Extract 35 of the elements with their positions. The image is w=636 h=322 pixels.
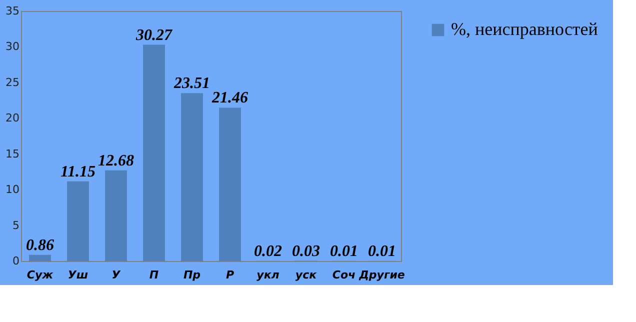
bar <box>29 254 51 261</box>
x-tick-label: Уш <box>68 268 88 282</box>
bar <box>67 181 89 261</box>
y-tick-label: 35 <box>6 4 20 18</box>
bar <box>143 44 165 261</box>
data-label: 0.02 <box>254 242 282 260</box>
y-tick-label: 5 <box>12 218 20 232</box>
x-tick-label: Пр <box>183 268 201 282</box>
data-label: 11.15 <box>60 163 96 180</box>
data-label: 30.27 <box>135 26 173 44</box>
y-tick-label: 15 <box>6 147 20 160</box>
x-tick-label: Другие <box>358 268 406 282</box>
x-tick-label: Суж <box>26 268 54 282</box>
bar <box>105 170 127 261</box>
data-label: 12.68 <box>98 152 134 170</box>
y-tick-label: 10 <box>6 183 20 196</box>
bar <box>181 93 203 261</box>
legend-label: %, неисправностей <box>451 19 598 39</box>
data-label: 0.01 <box>330 242 358 260</box>
y-tick-label: 20 <box>6 112 20 125</box>
y-tick-label: 0 <box>12 254 20 268</box>
x-tick-label: Соч <box>332 268 356 282</box>
y-tick-label: 30 <box>6 40 20 54</box>
x-tick-label: У <box>112 268 121 282</box>
data-label: 0.03 <box>292 242 320 260</box>
data-label: 0.01 <box>368 242 396 260</box>
data-label: 21.46 <box>211 90 248 107</box>
bar <box>219 108 241 261</box>
x-tick-label: уск <box>295 268 318 282</box>
data-label: 23.51 <box>173 75 210 92</box>
x-tick-label: Р <box>226 268 234 282</box>
data-label: 0.86 <box>26 236 54 254</box>
x-tick-label: П <box>149 268 159 282</box>
x-tick-label: укл <box>256 268 280 282</box>
y-tick-label: 25 <box>6 76 20 89</box>
